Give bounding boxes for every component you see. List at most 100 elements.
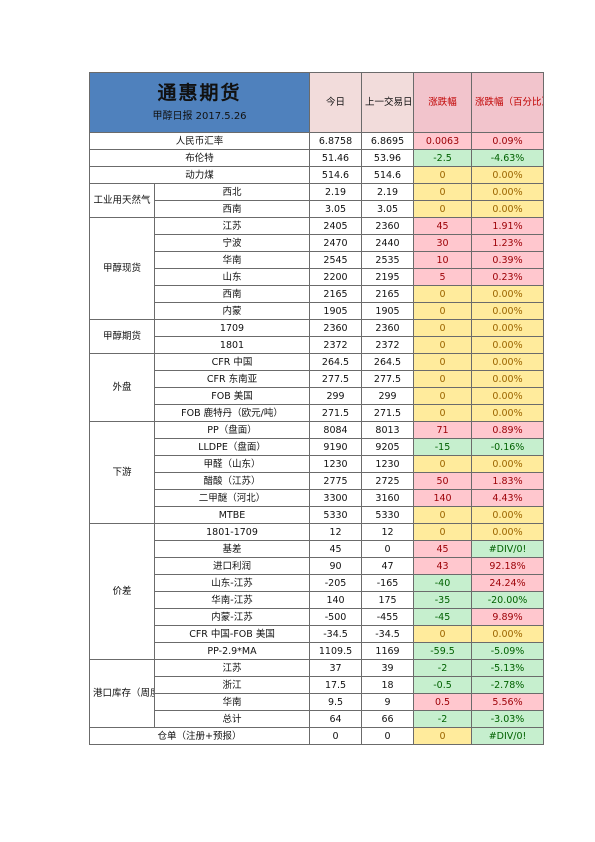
pct-change-value: 0.00% bbox=[471, 370, 545, 388]
row-label: 甲醛（山东） bbox=[153, 455, 311, 473]
today-value: 90 bbox=[309, 557, 363, 575]
today-value: 64 bbox=[309, 710, 363, 728]
table-row: 华南-江苏 140 175 -35 -20.00% bbox=[90, 591, 545, 609]
prev-value: -455 bbox=[361, 608, 415, 626]
prev-value: 277.5 bbox=[361, 370, 415, 388]
group-label: 外盘 bbox=[89, 353, 155, 422]
row-label: 华南 bbox=[153, 693, 311, 711]
prev-value: 12 bbox=[361, 523, 415, 541]
today-value: 2.19 bbox=[309, 183, 363, 201]
change-value: 0 bbox=[413, 455, 473, 473]
table-row: 西南 3.05 3.05 0 0.00% bbox=[90, 200, 545, 218]
pct-change-value: 0.00% bbox=[471, 319, 545, 337]
prev-value: 0 bbox=[361, 540, 415, 558]
row-label: FOB 美国 bbox=[153, 387, 311, 405]
change-value: 0.5 bbox=[413, 693, 473, 711]
pct-change-value: 0.00% bbox=[471, 506, 545, 524]
today-value: 0 bbox=[309, 727, 363, 745]
row-label: 仓单（注册+预报） bbox=[88, 727, 311, 745]
pct-change-value: #DIV/0! bbox=[471, 727, 545, 745]
pct-change-value: 0.00% bbox=[471, 404, 545, 422]
table-row: LLDPE（盘面） 9190 9205 -15 -0.16% bbox=[90, 438, 545, 456]
today-value: 264.5 bbox=[309, 353, 363, 371]
table-row: 甲醇期货 1709 2360 2360 0 0.00% bbox=[89, 319, 545, 354]
table-row: 工业用天然气 西北 2.19 2.19 0 0.00% bbox=[89, 183, 545, 218]
row-label: 浙江 bbox=[153, 676, 311, 694]
pct-change-value: 0.00% bbox=[471, 302, 545, 320]
change-value: 0 bbox=[413, 183, 473, 201]
change-value: 50 bbox=[413, 472, 473, 490]
table-row: 甲醛（山东） 1230 1230 0 0.00% bbox=[90, 455, 545, 473]
table-row: 西南 2165 2165 0 0.00% bbox=[90, 285, 545, 303]
change-value: 5 bbox=[413, 268, 473, 286]
table-row: 下游 PP（盘面） 8084 8013 71 0.89% bbox=[89, 421, 545, 524]
change-value: 0 bbox=[413, 387, 473, 405]
row-label: 西南 bbox=[153, 285, 311, 303]
table-row: 醋酸（江苏） 2775 2725 50 1.83% bbox=[90, 472, 545, 490]
pct-change-value: -4.63% bbox=[471, 149, 545, 167]
row-label: CFR 中国-FOB 美国 bbox=[153, 625, 311, 643]
pct-change-value: -5.09% bbox=[471, 642, 545, 660]
today-value: 299 bbox=[309, 387, 363, 405]
pct-change-value: 0.00% bbox=[471, 523, 545, 541]
pct-change-value: 0.00% bbox=[471, 625, 545, 643]
prev-value: 175 bbox=[361, 591, 415, 609]
pct-change-value: 0.00% bbox=[471, 353, 545, 371]
row-label: 江苏 bbox=[153, 659, 311, 677]
group-label: 价差 bbox=[89, 523, 155, 660]
prev-value: 8013 bbox=[361, 421, 415, 439]
header-row: 通惠期货 甲醇日报 2017.5.26 今日 上一交易日 涨跌幅 涨跌幅（百分比… bbox=[88, 72, 545, 133]
pct-change-value: #DIV/0! bbox=[471, 540, 545, 558]
prev-value: 2195 bbox=[361, 268, 415, 286]
change-value: -40 bbox=[413, 574, 473, 592]
today-value: 140 bbox=[309, 591, 363, 609]
row-label: 西南 bbox=[153, 200, 311, 218]
today-value: 2470 bbox=[309, 234, 363, 252]
pct-change-value: -3.03% bbox=[471, 710, 545, 728]
table-row: 山东-江苏 -205 -165 -40 24.24% bbox=[90, 574, 545, 592]
today-value: 2545 bbox=[309, 251, 363, 269]
change-value: 43 bbox=[413, 557, 473, 575]
pct-change-value: 0.00% bbox=[471, 336, 545, 354]
table-row: 基差 45 0 45 #DIV/0! bbox=[90, 540, 545, 558]
prev-value: 264.5 bbox=[361, 353, 415, 371]
change-value: -59.5 bbox=[413, 642, 473, 660]
change-value: 0 bbox=[413, 404, 473, 422]
change-value: 0 bbox=[413, 336, 473, 354]
table-row: 浙江 17.5 18 -0.5 -2.78% bbox=[90, 676, 545, 694]
pct-change-value: 5.56% bbox=[471, 693, 545, 711]
row-label: CFR 中国 bbox=[153, 353, 311, 371]
report-brand: 通惠期货 甲醇日报 2017.5.26 bbox=[88, 72, 311, 133]
row-label: 华南-江苏 bbox=[153, 591, 311, 609]
today-value: -500 bbox=[309, 608, 363, 626]
col-header-change: 涨跌幅 bbox=[413, 72, 473, 133]
prev-value: -165 bbox=[361, 574, 415, 592]
row-label: 布伦特 bbox=[88, 149, 311, 167]
pct-change-value: -0.16% bbox=[471, 438, 545, 456]
pct-change-value: 0.00% bbox=[471, 200, 545, 218]
prev-value: 2165 bbox=[361, 285, 415, 303]
table-row: 1801 2372 2372 0 0.00% bbox=[90, 336, 545, 354]
table-row: 内蒙-江苏 -500 -455 -45 9.89% bbox=[90, 608, 545, 626]
row-label: 西北 bbox=[153, 183, 311, 201]
pct-change-value: -5.13% bbox=[471, 659, 545, 677]
change-value: -2 bbox=[413, 659, 473, 677]
prev-value: 39 bbox=[361, 659, 415, 677]
change-value: 71 bbox=[413, 421, 473, 439]
prev-value: 3.05 bbox=[361, 200, 415, 218]
row-label: 山东 bbox=[153, 268, 311, 286]
group-label: 工业用天然气 bbox=[89, 183, 155, 218]
prev-value: 2360 bbox=[361, 319, 415, 337]
row-label: 1801 bbox=[153, 336, 311, 354]
row-label: 动力煤 bbox=[88, 166, 311, 184]
pct-change-value: 0.39% bbox=[471, 251, 545, 269]
pct-change-value: 0.00% bbox=[471, 285, 545, 303]
table-row: CFR 东南亚 277.5 277.5 0 0.00% bbox=[90, 370, 545, 388]
today-value: 17.5 bbox=[309, 676, 363, 694]
change-value: 0 bbox=[413, 727, 473, 745]
row-label: LLDPE（盘面） bbox=[153, 438, 311, 456]
today-value: 1109.5 bbox=[309, 642, 363, 660]
pct-change-value: -2.78% bbox=[471, 676, 545, 694]
prev-value: 1905 bbox=[361, 302, 415, 320]
